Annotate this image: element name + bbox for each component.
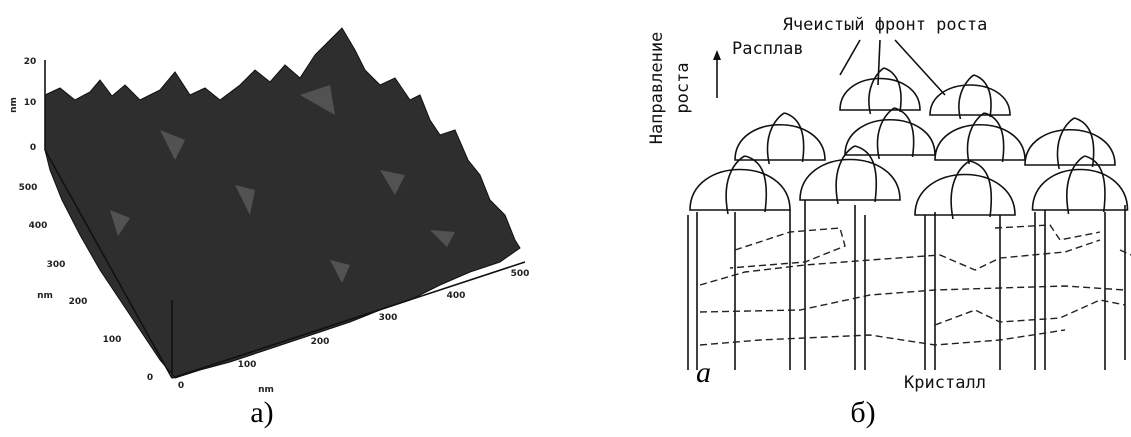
caption: а) xyxy=(250,396,273,429)
cell-rib xyxy=(868,67,885,115)
x-axis-label: nm xyxy=(258,385,274,395)
hidden-boundary xyxy=(994,224,1101,241)
z-tick-label: 20 xyxy=(24,57,37,67)
surface xyxy=(44,27,521,379)
annotation: Ячеистый фронт роста xyxy=(783,15,988,35)
x-tick-label: 100 xyxy=(238,360,257,370)
x-axis xyxy=(171,261,526,379)
x-tick-label: 500 xyxy=(511,269,530,279)
corner-label: a xyxy=(696,356,711,389)
cell-rib xyxy=(784,112,805,163)
x-tick-label: 400 xyxy=(447,291,466,301)
cell-dome xyxy=(1031,168,1129,211)
cell-diagram xyxy=(687,67,1131,370)
y-tick-label: 200 xyxy=(69,297,88,307)
cell-rib xyxy=(876,107,895,160)
direction-label: роста xyxy=(673,62,693,113)
z-axis-label: nm xyxy=(9,97,19,113)
hidden-boundary xyxy=(699,285,1126,313)
cell-rib xyxy=(973,74,992,118)
direction-label: Направление xyxy=(647,32,667,145)
cell-rib xyxy=(966,112,985,165)
cell-rib xyxy=(1056,117,1075,170)
cell-rib xyxy=(766,112,785,165)
y-axis-label: nm xyxy=(37,291,53,301)
y-tick-label: 0 xyxy=(147,373,153,383)
cell-rib xyxy=(725,155,746,215)
cell-rib xyxy=(854,145,878,203)
hidden-boundary xyxy=(934,299,1126,326)
cell-rib xyxy=(744,155,768,213)
cell-dome xyxy=(689,168,791,211)
x-tick-label: 200 xyxy=(311,337,330,347)
annotation-pointers xyxy=(839,39,946,96)
cell-dome xyxy=(734,123,826,161)
cell-rib xyxy=(984,112,1005,163)
cell-rib xyxy=(950,160,971,220)
z-tick-label: 0 xyxy=(30,143,36,153)
cell-dome xyxy=(844,118,936,156)
y-tick-label: 100 xyxy=(103,335,122,345)
melt-label: Расплав xyxy=(732,39,804,59)
y-tick-label: 400 xyxy=(29,221,48,231)
hidden-boundary xyxy=(729,227,846,269)
cell-rib xyxy=(969,160,993,218)
cell-rib xyxy=(1066,155,1086,215)
hidden-boundary xyxy=(699,239,1101,286)
crystal-label: Кристалл xyxy=(904,373,986,393)
cell-rib xyxy=(894,107,915,158)
arrow-head xyxy=(713,50,721,60)
cell-rib xyxy=(835,145,856,205)
y-axis xyxy=(44,149,173,379)
cell-dome xyxy=(839,77,921,111)
cell-rib xyxy=(958,74,975,120)
cell-rib xyxy=(883,67,902,113)
y-tick-label: 500 xyxy=(19,183,38,193)
cell-rib xyxy=(1084,155,1106,213)
z-tick-label: 10 xyxy=(24,98,37,108)
cell-dome xyxy=(799,158,901,201)
cell-dome xyxy=(1024,128,1116,166)
cell-dome xyxy=(934,123,1026,161)
x-tick-label: 0 xyxy=(178,381,184,391)
x-tick-label: 300 xyxy=(379,313,398,323)
y-tick-label: 300 xyxy=(47,260,66,270)
cell-dome xyxy=(914,173,1016,216)
hidden-boundary xyxy=(699,329,1066,346)
cell-dome xyxy=(929,84,1011,116)
caption: б) xyxy=(850,396,875,429)
hidden-boundary xyxy=(1119,249,1131,256)
afm-panel xyxy=(44,27,526,379)
